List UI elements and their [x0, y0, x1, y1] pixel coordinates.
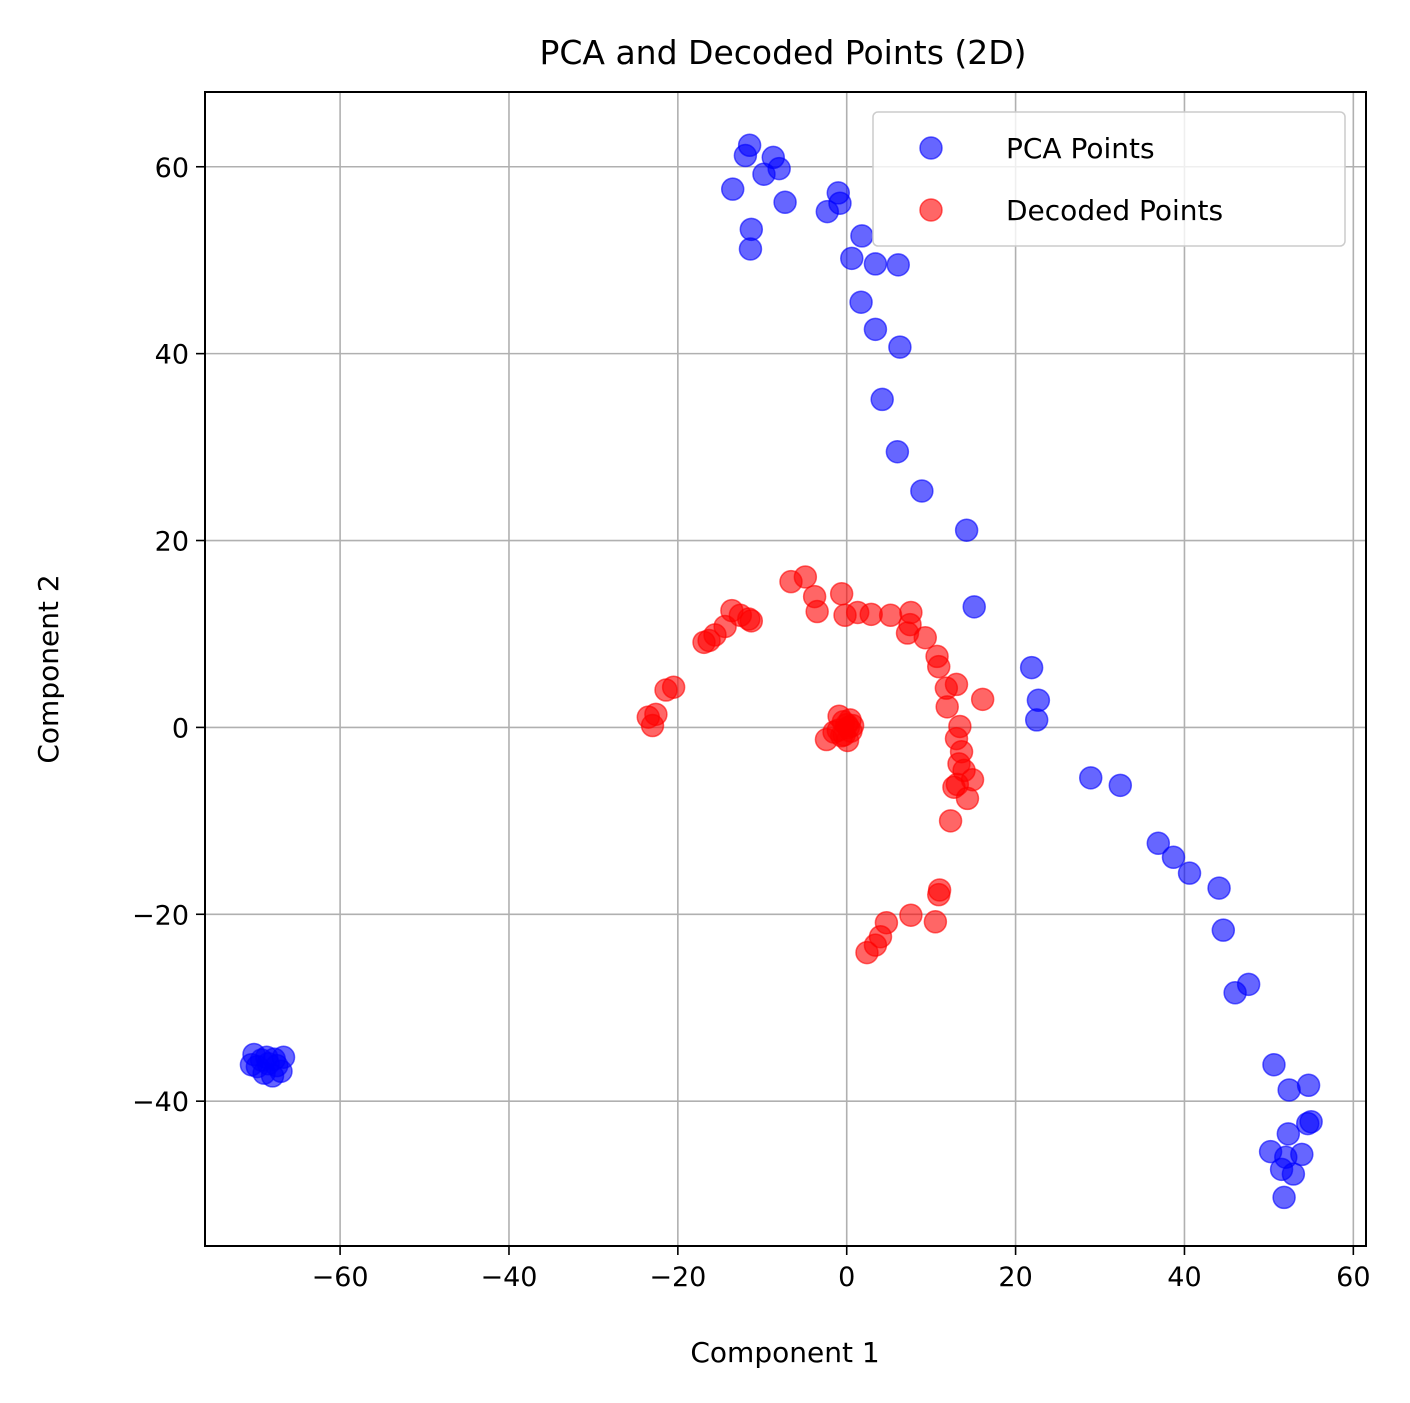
axis-ticks: −60 −40 −20 0 20 40 60 −40 −20 0 20 40 60	[132, 153, 1370, 1293]
legend-box	[872, 111, 1346, 247]
pca-point	[850, 224, 874, 248]
decoded-point	[935, 695, 959, 719]
pca-point	[1274, 1145, 1298, 1169]
x-tick-label: 0	[838, 1262, 855, 1293]
y-tick-label: 20	[155, 527, 189, 558]
pca-point	[1236, 972, 1261, 997]
x-tick-label: 40	[1167, 1262, 1201, 1293]
pca-point	[1277, 1078, 1301, 1102]
x-tick-label: −20	[649, 1262, 706, 1293]
chart-title: PCA and Decoded Points (2D)	[539, 33, 1026, 72]
axes-frame	[204, 91, 1367, 1247]
pca-point	[1161, 845, 1186, 870]
decoded-point	[927, 654, 951, 679]
y-tick-label: −20	[132, 900, 189, 931]
pca-point	[1211, 918, 1236, 942]
pca-point	[752, 162, 776, 186]
pca-point	[863, 317, 888, 342]
pca-point	[1276, 1122, 1301, 1146]
grid	[205, 92, 1366, 1246]
decoded-point	[923, 910, 948, 934]
legend: PCA Points Decoded Points	[872, 111, 1346, 247]
decoded-point	[878, 603, 903, 628]
pca-point	[773, 190, 797, 215]
pca-point	[815, 199, 840, 224]
data-points	[239, 133, 1323, 1210]
y-tick-label: 60	[155, 153, 189, 184]
decoded-point	[640, 713, 665, 738]
pca-point	[910, 479, 934, 503]
pca-point	[1019, 655, 1044, 680]
pca-point	[1299, 1109, 1323, 1134]
pca-point	[720, 177, 745, 201]
decoded-point	[970, 687, 995, 712]
decoded-point	[955, 786, 980, 811]
decoded-point	[938, 809, 963, 833]
pca-point	[262, 1047, 286, 1071]
x-axis-label: Component 1	[690, 1336, 879, 1369]
decoded-point	[913, 625, 937, 650]
pca-point	[1024, 708, 1049, 732]
legend-decoded-marker	[919, 198, 943, 222]
pca-point	[954, 518, 979, 542]
decoded-point	[859, 602, 883, 627]
pca-point	[738, 237, 763, 261]
pca-point	[888, 335, 912, 359]
pca-point	[870, 387, 894, 412]
decoded-point	[855, 940, 879, 965]
legend-pca-label: PCA Points	[1006, 132, 1155, 165]
pca-point	[863, 252, 888, 276]
pca-point	[1108, 773, 1133, 798]
y-tick-label: −40	[132, 1087, 189, 1118]
x-tick-label: 60	[1336, 1262, 1370, 1293]
pca-point	[1272, 1185, 1296, 1210]
decoded-point	[829, 582, 854, 606]
decoded-point	[739, 609, 764, 633]
y-tick-label: 40	[155, 340, 189, 371]
pca-point	[1078, 766, 1103, 790]
y-tick-label: 0	[172, 713, 189, 744]
pca-point	[1146, 831, 1171, 856]
decoded-points-series	[636, 565, 995, 965]
decoded-point	[793, 565, 818, 589]
pca-point	[1177, 861, 1202, 885]
y-axis-label: Component 2	[32, 574, 65, 763]
pca-point	[1262, 1052, 1286, 1077]
pca-point	[1207, 876, 1231, 900]
decoded-point	[805, 599, 829, 624]
pca-point	[886, 253, 910, 277]
pca-points-series	[239, 133, 1323, 1210]
pca-point	[733, 143, 758, 168]
legend-pca-marker	[919, 136, 943, 160]
legend-decoded-label: Decoded Points	[1006, 194, 1223, 227]
pca-point	[962, 595, 986, 619]
decoded-point	[948, 714, 972, 739]
pca-point	[849, 290, 873, 314]
x-tick-label: −60	[312, 1262, 369, 1293]
pca-point	[1296, 1073, 1321, 1098]
x-tick-label: −40	[480, 1262, 537, 1293]
decoded-point	[944, 672, 969, 697]
decoded-point	[834, 712, 859, 737]
x-tick-label: 20	[998, 1262, 1032, 1293]
pca-point	[739, 217, 764, 242]
pca-point	[885, 439, 910, 464]
pca-point	[1026, 688, 1051, 713]
decoded-point	[927, 882, 951, 907]
pca-point	[840, 246, 864, 271]
decoded-point	[661, 675, 686, 699]
decoded-point	[899, 903, 923, 927]
